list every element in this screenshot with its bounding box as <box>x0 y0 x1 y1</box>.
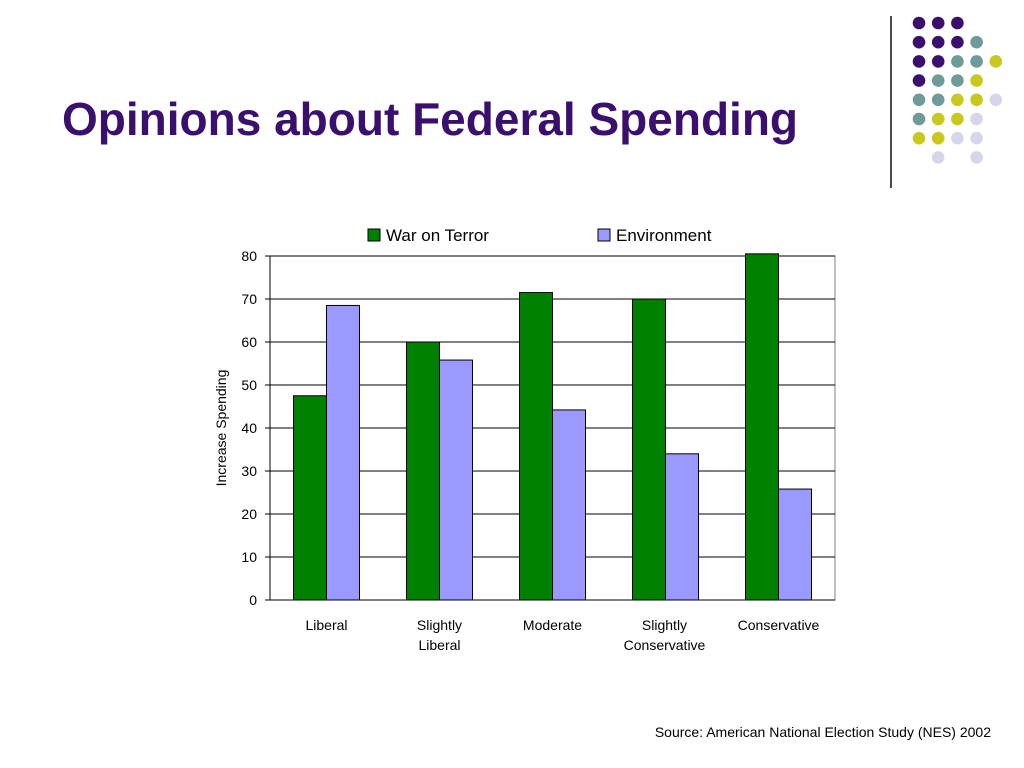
x-category-label: Moderate <box>523 617 582 633</box>
x-category-label: Conservative <box>738 617 820 633</box>
x-category-label: Liberal <box>305 617 347 633</box>
x-category-label: Slightly Liberal <box>417 617 462 653</box>
bar-chart: 0 10 20 30 40 50 60 70 80 Liberal Slightly Liberal M… <box>213 226 836 653</box>
legend-swatch <box>367 228 381 242</box>
legend-label: War on Terror <box>386 226 489 245</box>
bar-environment <box>665 453 699 601</box>
y-tick-label: 50 <box>241 377 257 393</box>
bar-environment <box>439 359 473 601</box>
header-divider <box>890 16 892 188</box>
y-tick-label: 80 <box>241 248 257 264</box>
y-tick-label: 20 <box>241 506 257 522</box>
x-category-label: Slightly Conservative <box>624 617 706 653</box>
y-tick-label: 70 <box>241 291 257 307</box>
y-tick-label: 60 <box>241 334 257 350</box>
source-citation: Source: American National Election Study… <box>654 724 991 740</box>
y-tick-label: 40 <box>241 420 257 436</box>
y-tick-label: 0 <box>249 592 257 608</box>
bar-environment <box>326 304 360 601</box>
legend-swatch <box>597 228 611 242</box>
y-tick-label: 30 <box>241 463 257 479</box>
bar-war-on-terror <box>745 253 779 601</box>
bar-war-on-terror <box>519 292 553 601</box>
bar-war-on-terror <box>406 341 440 601</box>
y-tick-label: 10 <box>241 549 257 565</box>
bar-war-on-terror <box>632 298 666 601</box>
bar-environment <box>778 488 812 601</box>
y-axis-title: Increase Spending <box>213 370 229 487</box>
bar-war-on-terror <box>293 395 327 601</box>
slide-title: Opinions about Federal Spending <box>62 93 799 145</box>
legend-label: Environment <box>616 226 712 245</box>
bar-environment <box>552 409 586 601</box>
